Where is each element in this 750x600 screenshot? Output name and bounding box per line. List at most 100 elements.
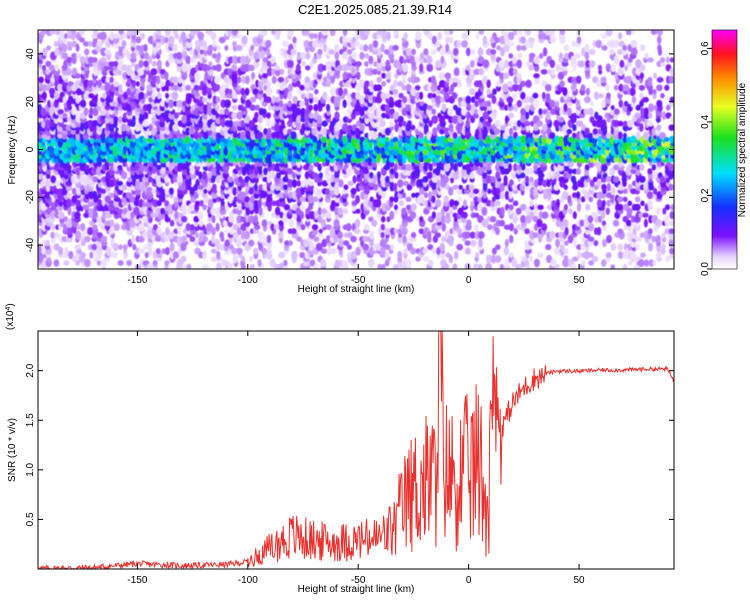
spectrogram-cell [520,91,526,100]
spectrogram-cell [555,198,561,208]
spectrogram-cell [224,108,230,116]
spectrogram-cell [190,224,195,231]
spectrogram-cell [507,163,512,172]
spectrogram-cell [427,230,432,240]
spectrogram-cell [422,248,429,254]
spectrogram-cell [171,76,179,84]
spectrogram-cell [423,192,429,199]
spectrogram-cell [121,171,128,180]
spectrogram-cell [210,31,217,41]
spectrogram-cell [71,30,77,35]
spectrogram-cell [525,175,529,184]
spectrogram-cell [380,215,386,223]
spectrogram-cell [97,260,102,266]
spectrogram-cell [124,64,132,71]
spectrogram-cell [216,250,221,260]
spectrogram-cell [482,59,490,69]
spectrogram-cell [661,243,666,252]
spectrogram-cell [638,259,645,267]
spectrogram-cell [156,226,162,236]
spectrogram-cell [447,107,454,116]
spectrogram-cell [610,105,615,111]
spectrogram-cell [635,196,641,203]
spectrogram-cell [320,248,328,254]
spectrogram-cell [304,30,310,37]
spectrogram-cell [139,163,145,172]
spectrogram-cell [189,236,196,243]
spectrogram-cell [461,107,467,116]
spectrogram-cell [240,255,246,263]
spectrogram-cell [499,219,505,227]
spectrogram-cell [452,263,458,269]
spectrogram-cell [437,32,443,40]
spectrogram-cell [588,223,595,232]
spectrogram-cell [550,30,555,37]
spectrogram-cell [122,244,128,250]
spectrogram-cell [165,79,171,89]
spectrogram-cell [601,211,606,220]
spectrogram-cell [180,255,187,263]
spectrogram-cell [212,40,217,48]
spectrogram-cell [589,60,596,68]
spectrogram-cell [553,247,561,256]
spectrogram-cell [338,179,344,188]
spectrogram-cell [84,258,91,268]
spectrogram-cell [435,40,441,48]
spectrogram-cell [342,30,348,36]
spectrogram-cell [623,188,628,195]
spectrogram-cell [375,198,382,208]
spectrogram-cell [320,218,326,228]
spectrogram-cell [180,31,186,41]
spectrogram-cell [248,239,255,247]
spectrogram-cell [71,187,77,195]
spectrogram-cell [441,222,447,232]
spectrogram-cell [74,79,82,89]
spectrogram-cell [563,248,569,255]
spectrogram-cell [554,100,560,107]
spectrogram-cell [265,87,273,97]
spectrogram-cell [520,215,526,224]
spectrogram-cell [368,258,375,268]
spectrogram-cell [101,210,107,220]
spectrogram-cell [104,49,111,55]
spectrogram-cell [295,63,301,72]
spectrogram-cell [164,36,169,44]
spectrogram-cell [49,87,56,96]
spectrogram-cell [40,30,47,36]
spectrogram-cell [503,246,510,256]
spectrogram-cell [189,186,195,196]
spectrogram-cell [138,198,144,208]
spectrogram-cell [299,204,306,211]
spectrogram-cell [590,101,595,107]
spectrogram-cell [610,243,617,252]
spectrogram-cell [656,76,664,83]
spectrogram-cell [321,30,328,36]
spectrogram-cell [487,224,493,231]
spectrogram-cell [639,175,646,183]
spectrogram-cell [616,196,624,203]
spectrogram-cell [164,71,169,81]
spectrogram-cell [257,124,263,131]
spectrogram-cell [190,30,197,37]
spectrogram-cell [410,232,417,239]
spectrogram-cell [244,230,250,240]
spectrogram-cell [290,131,297,140]
spectrogram-cell [458,184,463,190]
spectrogram-cell [121,40,127,48]
spectrogram-cell [402,248,408,254]
spectrogram-cell [363,44,369,52]
spectrogram-cell [87,208,94,215]
spectrogram-cell [134,264,142,269]
spectrogram-cell [605,207,610,215]
spectrogram-cell [118,41,124,47]
spectrogram-cell [445,43,450,53]
spectrogram-cell [165,188,170,195]
spectrogram-cell [341,260,348,266]
spectrogram-cell [470,60,475,68]
spectrogram-cell [619,59,625,68]
spectrogram-cell [100,188,107,194]
spectrogram-cell [385,59,391,69]
spectrogram-cell [512,68,518,76]
spectrogram-cell [173,112,179,119]
spectrogram-cell [486,79,491,89]
